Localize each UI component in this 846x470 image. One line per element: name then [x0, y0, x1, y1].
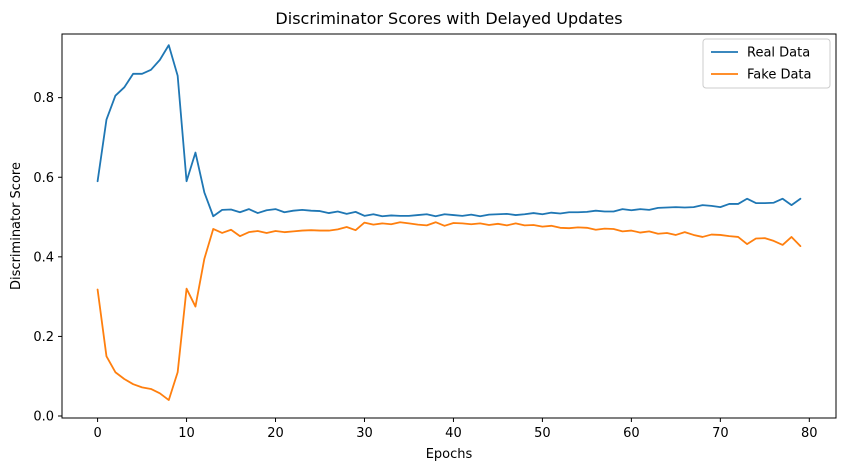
plot-frame — [61, 33, 837, 419]
x-tick-label: 80 — [801, 426, 818, 441]
y-tick-label: 0.6 — [33, 171, 54, 186]
legend-label: Real Data — [747, 46, 810, 61]
y-axis: 0.0 0.2 0.4 0.6 0.8 — [33, 91, 62, 425]
y-tick-label: 0.8 — [33, 91, 54, 106]
series-line-real-data — [96, 44, 802, 218]
x-axis: 0 10 20 30 40 50 60 70 80 — [93, 418, 818, 441]
x-tick-label: 40 — [445, 426, 462, 441]
x-tick-label: 50 — [534, 426, 551, 441]
x-tick-label: 70 — [712, 426, 729, 441]
x-tick-label: 0 — [93, 426, 101, 441]
x-tick-label: 10 — [178, 426, 195, 441]
x-tick-label: 20 — [267, 426, 284, 441]
x-tick-label: 30 — [356, 426, 373, 441]
series-line-fake-data — [96, 221, 802, 401]
x-tick-label: 60 — [623, 426, 640, 441]
x-axis-title: Epochs — [426, 447, 473, 462]
y-tick-label: 0.0 — [33, 410, 54, 425]
y-tick-label: 0.4 — [33, 250, 54, 265]
y-axis-title: Discriminator Score — [9, 162, 24, 290]
chart-title: Discriminator Scores with Delayed Update… — [275, 9, 622, 28]
legend-label: Fake Data — [747, 68, 812, 83]
y-tick-label: 0.2 — [33, 330, 54, 345]
series-layer — [96, 44, 802, 401]
legend: Real Data Fake Data — [702, 38, 831, 89]
